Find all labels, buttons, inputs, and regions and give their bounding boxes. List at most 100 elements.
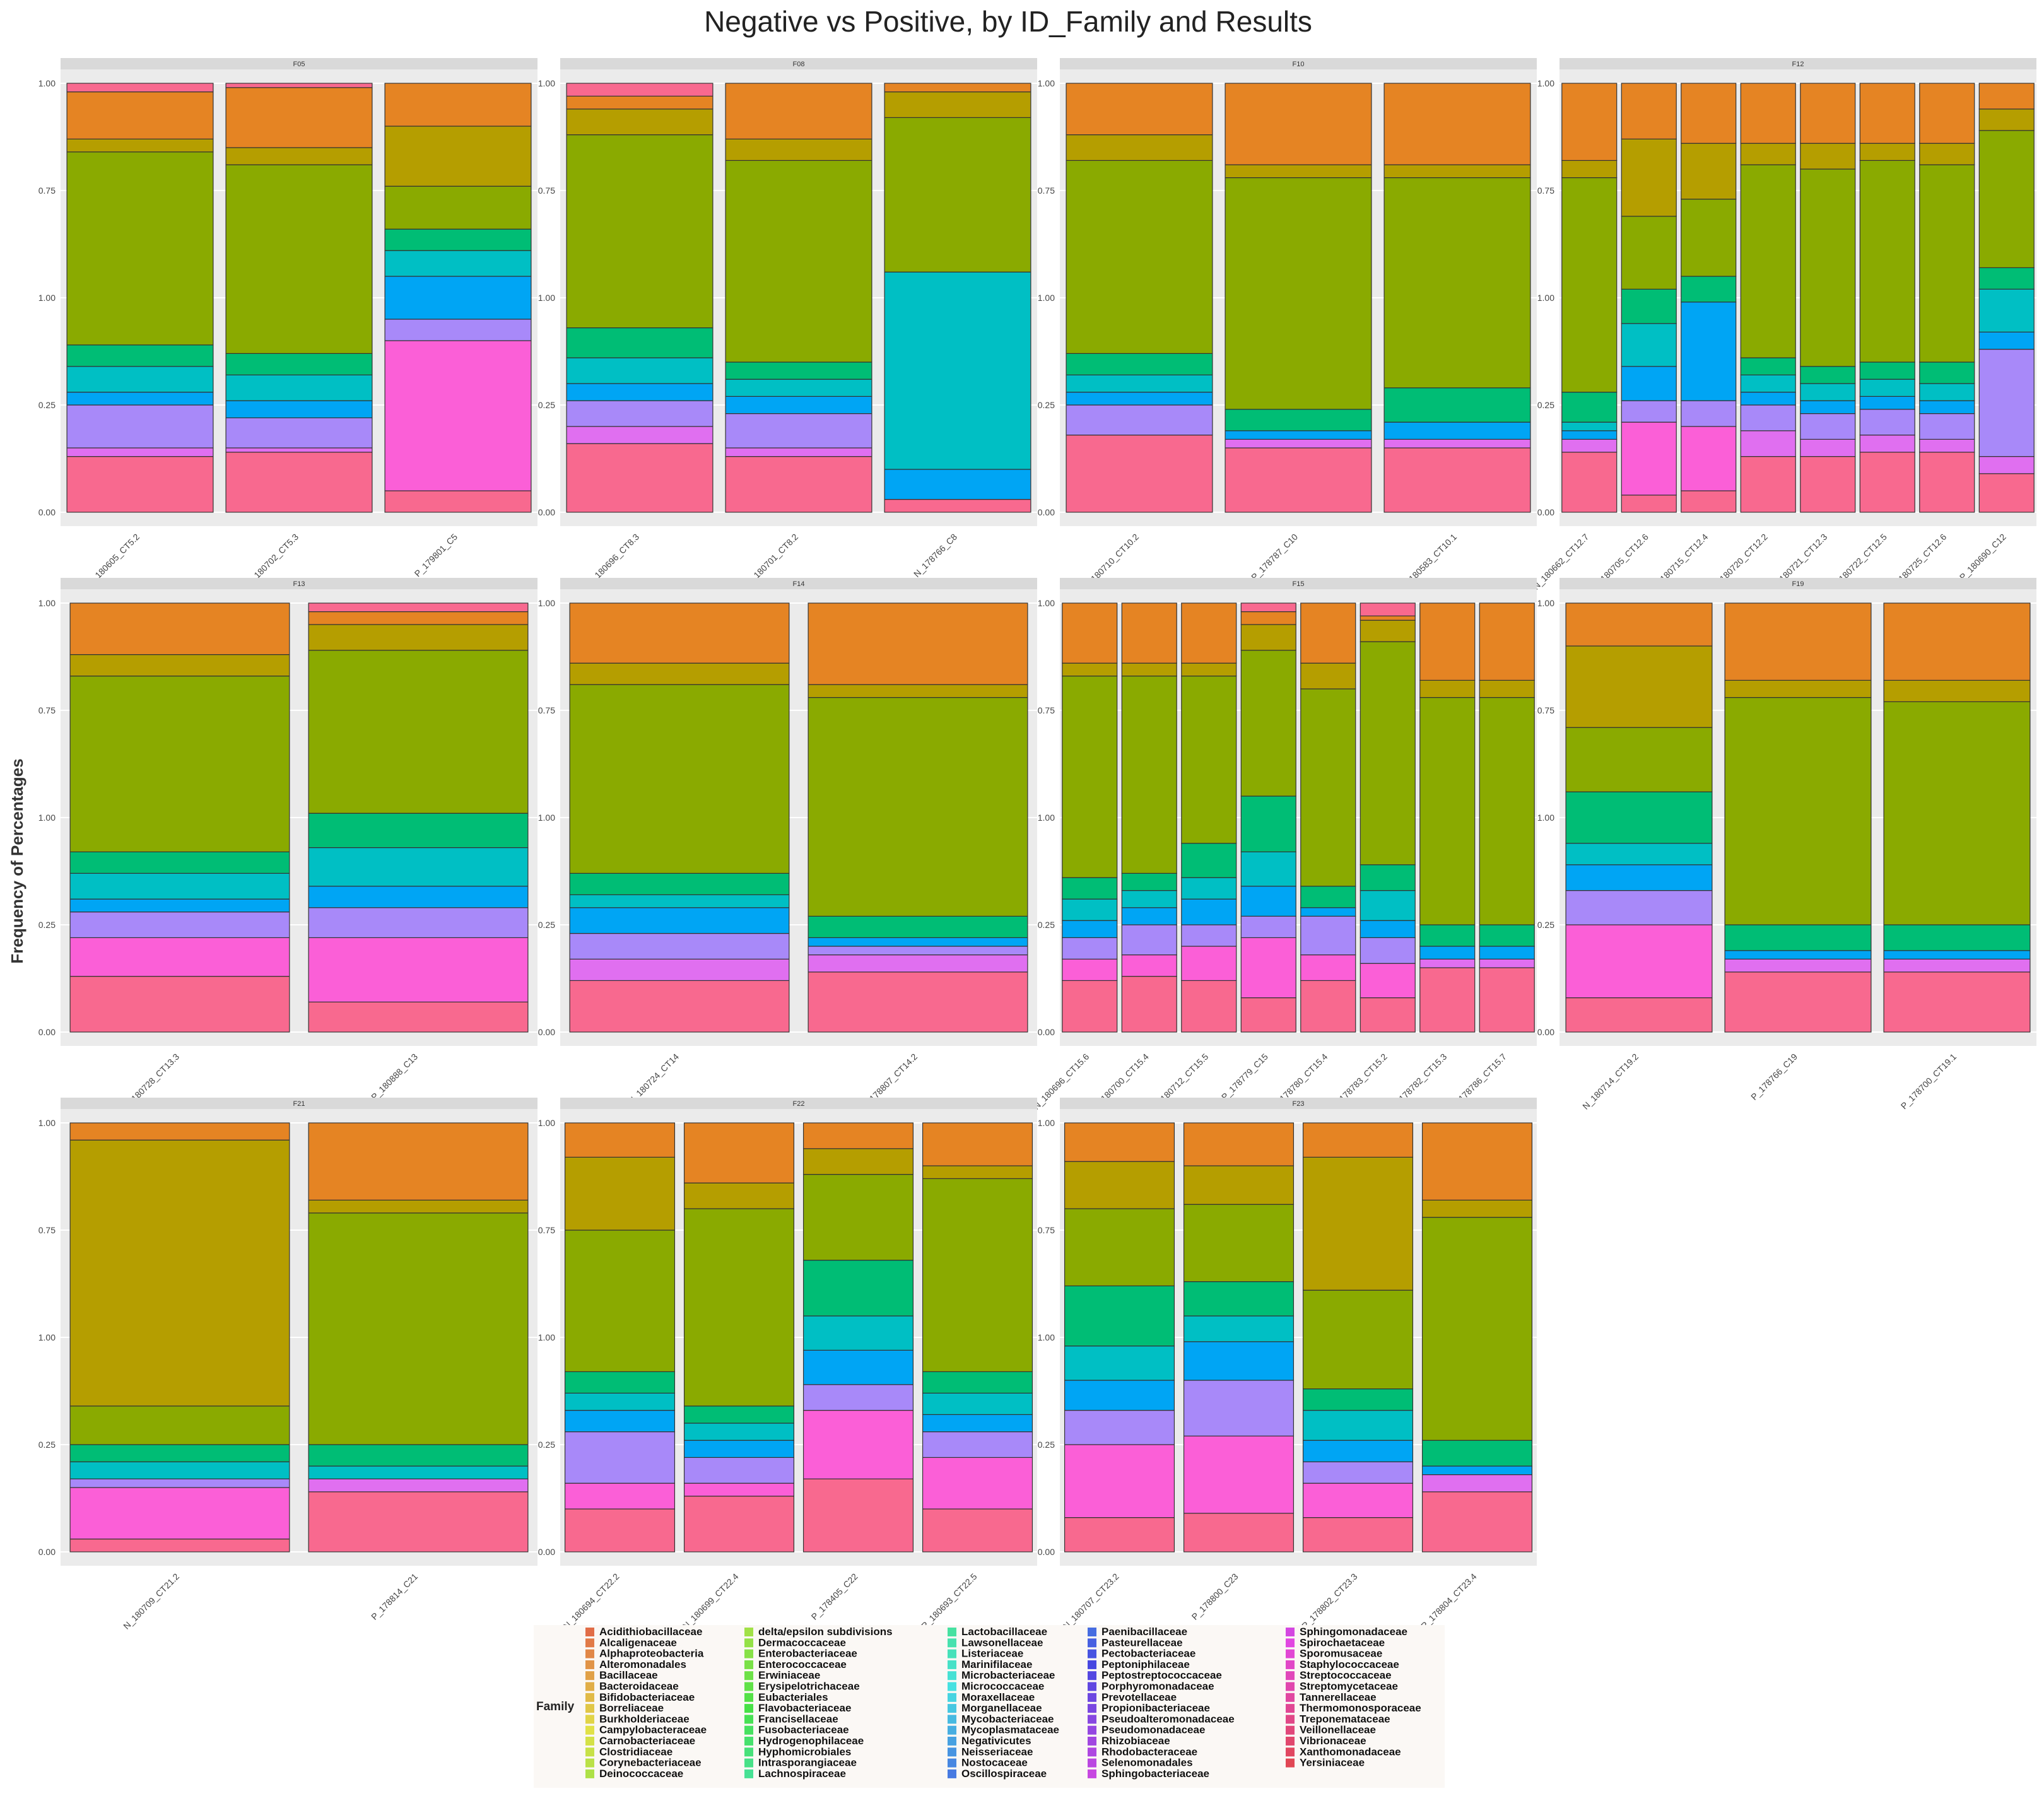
legend-swatch bbox=[1088, 1649, 1096, 1658]
legend-label: Erysipelotrichaceae bbox=[758, 1681, 860, 1693]
bar-p-178405-c22 bbox=[802, 1122, 914, 1552]
legend-label: delta/epsilon subdivisions bbox=[758, 1626, 893, 1638]
bar-segment-magenta bbox=[1300, 954, 1356, 981]
bar-segment-green bbox=[1561, 177, 1618, 393]
legend-swatch bbox=[1286, 1649, 1295, 1658]
legend-swatch bbox=[585, 1725, 594, 1735]
bar-segment-pink bbox=[1800, 455, 1856, 513]
bar-segment-teal bbox=[1181, 877, 1237, 900]
legend-swatch bbox=[1088, 1747, 1096, 1757]
legend-item-alteromonadales: Alteromonadales bbox=[585, 1658, 686, 1670]
bar-segment-teal bbox=[1919, 383, 1975, 401]
panel-f21: F21 0.00 0.25 1.00 0.75 1.00 N_180709_CT21.2 P_… bbox=[38, 1098, 537, 1631]
legend-label: Staphylococcaceae bbox=[1300, 1658, 1399, 1670]
y-tick-label: 0.00 bbox=[1038, 1027, 1055, 1037]
y-tick-label: 1.00 bbox=[1038, 1332, 1055, 1342]
bar-segment-olive bbox=[66, 138, 214, 153]
legend-label: Hyphomicrobiales bbox=[758, 1746, 851, 1758]
y-tick-label: 0.00 bbox=[1537, 1027, 1554, 1037]
legend-swatch bbox=[1286, 1682, 1295, 1691]
bar-n-180712-ct15-5 bbox=[1181, 602, 1237, 1033]
legend-item-listeriaceae: Listeriaceae bbox=[948, 1648, 1023, 1660]
bar-segment-pink bbox=[225, 452, 373, 513]
bar-p-178779-c15 bbox=[1240, 602, 1296, 1033]
bar-segment-violet bbox=[566, 426, 714, 444]
y-tick-label: 1.00 bbox=[1038, 293, 1055, 303]
bar-segment-teal_green bbox=[566, 327, 714, 358]
legend-swatch bbox=[1088, 1758, 1096, 1768]
legend-item-lawsonellaceae: Lawsonellaceae bbox=[948, 1636, 1043, 1648]
bar-p-178700-ct19-1 bbox=[1883, 602, 2031, 1033]
x-tick-label: N_180699_CT22.4 bbox=[681, 1571, 741, 1631]
x-tick-label: P_180693_CT22.5 bbox=[919, 1571, 979, 1631]
bar-segment-green bbox=[384, 185, 532, 230]
legend-swatch bbox=[744, 1769, 753, 1778]
y-tick-label: 1.00 bbox=[1038, 813, 1055, 823]
legend-item-lachnospiraceae: Lachnospiraceae bbox=[744, 1768, 846, 1780]
legend-item-mycoplasmataceae: Mycoplasmataceae bbox=[948, 1724, 1059, 1736]
y-tick-label: 0.25 bbox=[1537, 920, 1554, 930]
legend-item-prevotellaceae: Prevotellaceae bbox=[1088, 1691, 1177, 1703]
bar-segment-pink bbox=[1565, 997, 1713, 1033]
y-tick-label: 1.00 bbox=[538, 293, 555, 303]
bar-segment-blue bbox=[1565, 864, 1713, 891]
bar-segment-pink bbox=[1383, 447, 1531, 513]
legend-item-lactobacillaceae: Lactobacillaceae bbox=[948, 1626, 1047, 1638]
bar-segment-teal bbox=[225, 374, 373, 401]
bar-segment-orange bbox=[569, 602, 790, 664]
bar-segment-teal_green bbox=[1183, 1281, 1295, 1317]
bar-segment-teal_green bbox=[1565, 791, 1713, 844]
bar-segment-teal_green bbox=[1066, 353, 1213, 376]
facet-strip-label: F10 bbox=[1293, 61, 1305, 68]
bar-segment-violet bbox=[725, 447, 872, 457]
bar-segment-orange bbox=[1360, 615, 1416, 621]
legend-swatch bbox=[948, 1737, 956, 1746]
bar-segment-blue bbox=[69, 898, 290, 913]
y-tick-label: 0.75 bbox=[38, 185, 56, 196]
bar-segment-pink bbox=[1859, 452, 1915, 513]
bar-segment-teal_green bbox=[384, 228, 532, 251]
legend-swatch bbox=[948, 1769, 956, 1778]
bar-segment-olive bbox=[725, 138, 872, 161]
bar-segment-green bbox=[1240, 650, 1296, 797]
bar-segment-blue bbox=[66, 391, 214, 406]
x-tick-label: N_180714_CT19.2 bbox=[1580, 1052, 1640, 1112]
bar-p-178802-ct23-3 bbox=[1302, 1122, 1414, 1552]
legend-item-moraxellaceae: Moraxellaceae bbox=[948, 1691, 1035, 1703]
bar-segment-olive bbox=[1181, 662, 1237, 677]
x-tick-label: P_178814_C21 bbox=[369, 1571, 420, 1622]
bar-segment-orange bbox=[1181, 602, 1237, 664]
bar-segment-teal_green bbox=[922, 1371, 1033, 1394]
bar-segment-green bbox=[683, 1208, 795, 1407]
bar-segment-magenta bbox=[683, 1482, 795, 1497]
bar-segment-blue bbox=[683, 1440, 795, 1458]
legend-swatch bbox=[744, 1758, 753, 1768]
bar-segment-teal bbox=[66, 366, 214, 393]
legend-item-veillonellaceae: Veillonellaceae bbox=[1286, 1724, 1376, 1736]
bar-segment-olive bbox=[1561, 160, 1618, 179]
legend-swatch bbox=[1088, 1693, 1096, 1702]
legend-swatch bbox=[948, 1671, 956, 1681]
bar-segment-green bbox=[1383, 177, 1531, 389]
bar-segment-orange bbox=[1565, 602, 1713, 647]
y-tick-label: 0.00 bbox=[1038, 507, 1055, 517]
y-tick-label: 1.00 bbox=[1038, 1118, 1055, 1128]
facet-strip bbox=[560, 578, 1037, 589]
legend-label: Bacteroidaceae bbox=[599, 1681, 679, 1693]
chart-title: Negative vs Positive, by ID_Family and R… bbox=[704, 5, 1312, 38]
bar-p-180583-ct10-1 bbox=[1383, 83, 1531, 513]
legend-item-corynebacteriaceae: Corynebacteriaceae bbox=[585, 1757, 702, 1769]
bar-segment-olive bbox=[1565, 645, 1713, 728]
bar-segment-orange bbox=[808, 602, 1028, 685]
bar-segment-lavender bbox=[225, 417, 373, 449]
bar-segment-teal_green bbox=[1421, 1440, 1533, 1467]
bar-n-180701-ct8-2 bbox=[725, 83, 872, 513]
bar-segment-teal bbox=[1565, 843, 1713, 866]
y-tick-label: 0.00 bbox=[38, 1547, 56, 1557]
bar-segment-orange bbox=[1121, 602, 1177, 664]
bar-n-180605-ct5-2 bbox=[66, 83, 214, 513]
legend-label: Propionibacteriaceae bbox=[1101, 1702, 1210, 1714]
bar-segment-pink bbox=[1225, 447, 1372, 513]
bar-n-180720-ct12-2 bbox=[1740, 83, 1796, 513]
